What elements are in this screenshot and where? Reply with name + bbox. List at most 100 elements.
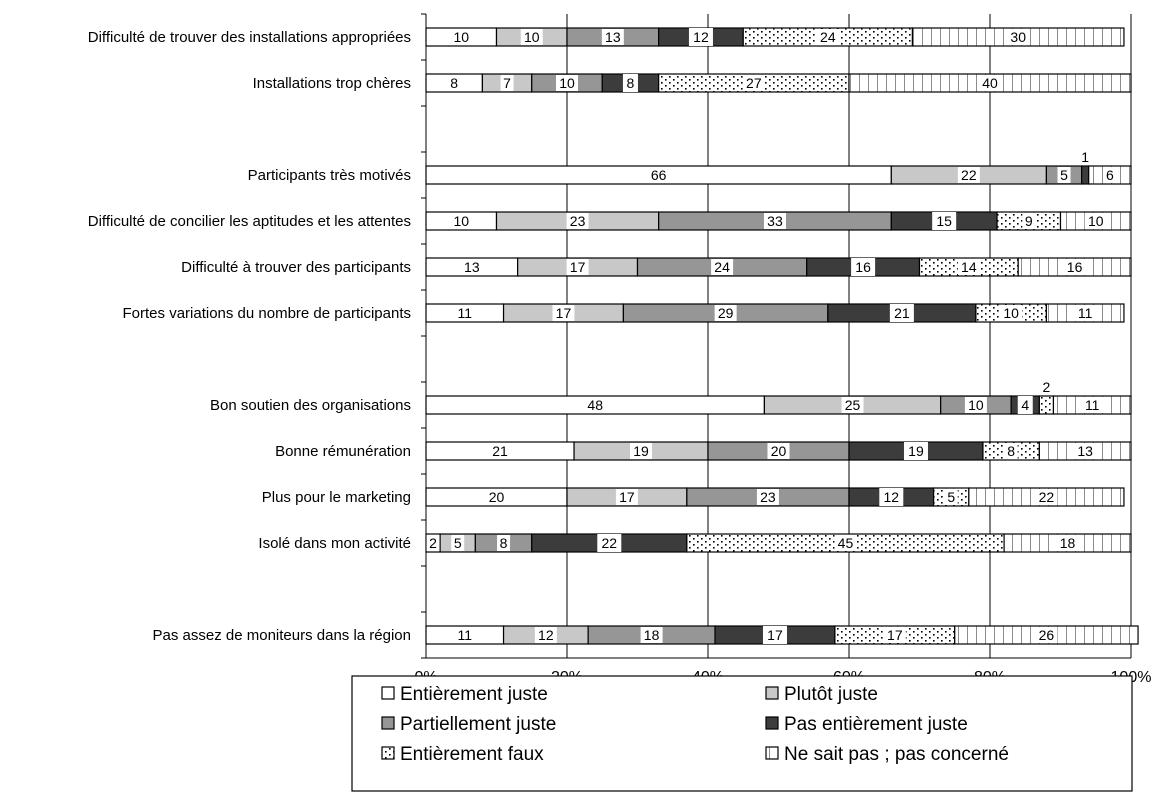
data-label: 10: [453, 29, 469, 45]
data-label: 24: [820, 29, 836, 45]
data-label-bg: [534, 627, 557, 643]
data-label: 22: [1039, 489, 1055, 505]
data-label-bg: [851, 258, 876, 276]
data-label: 48: [587, 397, 603, 413]
bar-segment: [1038, 395, 1055, 415]
data-label: 6: [1106, 167, 1114, 183]
data-label: 9: [1025, 213, 1033, 229]
data-label-bg: [552, 305, 575, 321]
data-label: 15: [936, 213, 952, 229]
legend-swatch: [765, 716, 779, 730]
data-label-bg: [450, 29, 473, 45]
legend: Entièrement juste Plutôt juste Partielleme…: [351, 675, 1133, 792]
data-label-bg: [556, 75, 578, 91]
data-label: 11: [1078, 305, 1093, 321]
data-label: 20: [771, 443, 787, 459]
data-label: 7: [503, 75, 511, 91]
data-label: 21: [492, 443, 508, 459]
data-label: 12: [538, 627, 554, 643]
data-label: 30: [1010, 29, 1026, 45]
data-label-bg: [453, 627, 476, 643]
data-label-bg: [834, 535, 857, 551]
data-label-bg: [883, 627, 906, 643]
data-label-bg: [1084, 213, 1107, 229]
category-label: Difficulté à trouver des participants: [181, 259, 411, 276]
data-label: 16: [855, 259, 871, 275]
data-label: 17: [556, 305, 572, 321]
legend-label: Pas entièrement juste: [784, 714, 968, 735]
category-label: Difficulté de trouver des installations …: [88, 29, 411, 46]
data-label: 29: [718, 305, 734, 321]
data-label-bg: [714, 305, 737, 321]
category-label: Bonne rémunération: [275, 443, 411, 460]
data-label-bg: [1035, 489, 1058, 505]
data-label: 40: [982, 75, 998, 91]
data-label: 16: [1067, 259, 1083, 275]
data-label: 17: [570, 259, 586, 275]
data-label: 25: [845, 397, 861, 413]
data-label-bg: [841, 397, 864, 413]
category-label: Isolé dans mon activité: [258, 535, 411, 552]
data-label-bg: [1035, 627, 1058, 643]
legend-label: Entièrement faux: [400, 744, 544, 765]
category-label: Fortes variations du nombre de participa…: [123, 305, 411, 322]
data-label: 2: [429, 535, 437, 551]
data-label: 12: [884, 489, 900, 505]
data-label: 5: [1060, 167, 1068, 183]
data-label: 17: [767, 627, 783, 643]
data-label-bg: [622, 74, 638, 92]
data-label: 22: [602, 535, 618, 551]
data-label-bg: [520, 29, 543, 45]
data-label: 8: [627, 75, 635, 91]
data-label-bg: [964, 397, 987, 413]
data-label-bg: [640, 627, 663, 643]
data-label: 13: [1077, 443, 1093, 459]
data-label-bg: [879, 488, 904, 506]
data-label-bg: [1081, 397, 1104, 413]
data-label-bg: [979, 75, 1001, 91]
data-label-bg: [932, 212, 957, 230]
legend-label: Partiellement juste: [400, 714, 556, 735]
data-label-bg: [762, 626, 787, 644]
legend-box: [351, 675, 1133, 792]
data-label: 13: [605, 29, 621, 45]
data-label: 19: [908, 443, 924, 459]
data-label: 10: [559, 75, 575, 91]
legend-swatch: [381, 686, 395, 700]
data-label: 17: [887, 627, 903, 643]
data-label-bg: [566, 259, 589, 275]
data-label: 11: [458, 627, 473, 643]
data-label-bg: [450, 213, 473, 229]
data-label: 23: [570, 213, 586, 229]
data-label: 24: [714, 259, 730, 275]
data-label: 8: [450, 75, 458, 91]
data-label-bg: [497, 535, 511, 551]
data-label-bg: [1004, 443, 1018, 459]
data-label-bg: [889, 304, 914, 322]
data-label: 45: [838, 535, 854, 551]
data-label-bg: [630, 443, 653, 459]
data-label-bg: [460, 259, 483, 275]
data-label-bg: [1103, 167, 1117, 183]
data-label-bg: [451, 535, 465, 551]
data-label: 4: [1021, 397, 1029, 413]
data-label: 2: [1043, 379, 1051, 395]
data-label-bg: [903, 442, 928, 460]
data-label-bg: [1056, 535, 1079, 551]
data-label: 8: [1007, 443, 1015, 459]
data-label: 18: [644, 627, 660, 643]
data-label-bg: [601, 29, 624, 45]
data-label-bg: [711, 259, 734, 275]
data-label-bg: [447, 75, 461, 91]
category-label: Installations trop chères: [253, 75, 411, 92]
data-label-bg: [1017, 396, 1033, 414]
data-label-bg: [763, 213, 786, 229]
data-label: 19: [633, 443, 649, 459]
legend-label: Entièrement juste: [400, 684, 548, 705]
data-label: 8: [500, 535, 508, 551]
legend-swatch: [765, 746, 779, 760]
data-label-bg: [1074, 443, 1097, 459]
data-label: 20: [489, 489, 505, 505]
